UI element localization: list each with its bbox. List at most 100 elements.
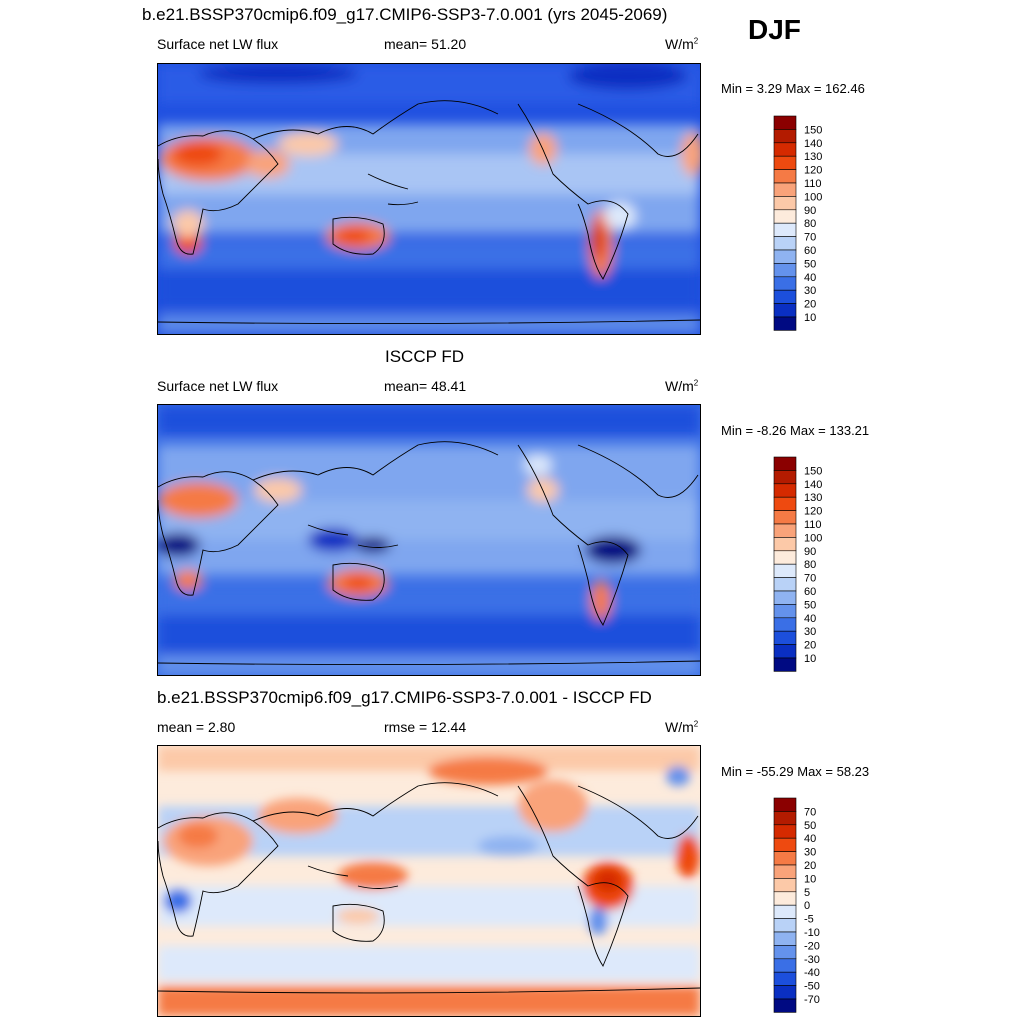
colorbar-tick-label: 50	[804, 258, 816, 270]
panel-3-mean-label: mean = 2.80	[157, 719, 236, 735]
panel-2-mean-label: mean= 48.41	[384, 378, 467, 394]
season-label: DJF	[748, 14, 801, 45]
panel-2-units: W/m2	[665, 378, 699, 394]
colorbar-tick-label: 70	[804, 232, 816, 244]
colorbar-cell	[773, 155, 797, 170]
colorbar-tick-label: 30	[804, 285, 816, 297]
colorbar-tick-label: 60	[804, 586, 816, 598]
colorbar-tick-label: 50	[804, 599, 816, 611]
panel-1-units: W/m2	[665, 36, 699, 52]
colorbar-tick-label: 130	[804, 492, 822, 504]
colorbar-tick-label: 10	[804, 873, 816, 885]
colorbar-cell	[773, 263, 797, 278]
colorbar-cell	[773, 604, 797, 619]
colorbar-tick-label: 150	[804, 465, 822, 477]
panel-1-minmax: Min = 3.29 Max = 162.46	[721, 81, 865, 96]
colorbar-cell	[773, 537, 797, 552]
colorbar-tick-label: -10	[804, 927, 820, 939]
colorbar-tick-label: 90	[804, 546, 816, 558]
colorbar-cell	[773, 196, 797, 211]
colorbar-tick-label: 140	[804, 138, 822, 150]
colorbar-cell	[773, 142, 797, 157]
panel-3-title: b.e21.BSSP370cmip6.f09_g17.CMIP6-SSP3-7.…	[157, 688, 652, 707]
colorbar-cell	[773, 303, 797, 318]
colorbar-cell	[773, 182, 797, 197]
colorbar-tick-label: 5	[804, 887, 810, 899]
panel-2-title: ISCCP FD	[385, 347, 465, 366]
colorbar-cell	[773, 483, 797, 498]
colorbar-tick-label: 20	[804, 640, 816, 652]
colorbar-cell	[773, 222, 797, 237]
panel-1-map	[157, 63, 701, 335]
colorbar-cell	[773, 864, 797, 879]
colorbar-cell	[773, 958, 797, 973]
colorbar-cell	[773, 550, 797, 565]
panel-1-mean-label: mean= 51.20	[384, 36, 467, 52]
panel-3-colorbar: 70 50 40 30 20 10 5 0 -5 -10 -20 -30 -40 -50 -70	[773, 797, 854, 1018]
colorbar-tick-label: 100	[804, 191, 822, 203]
colorbar-cell	[773, 115, 797, 130]
colorbar-tick-label: 20	[804, 860, 816, 872]
colorbar-tick-label: 50	[804, 820, 816, 832]
colorbar-cell	[773, 563, 797, 578]
colorbar-tick-label: 120	[804, 165, 822, 177]
colorbar-cell	[773, 811, 797, 826]
panel-2-colorbar: 150 140 130 120 110 100 90 80 70 60 50 40 30 20 10	[773, 456, 854, 677]
colorbar-cell	[773, 289, 797, 304]
panel-2-minmax: Min = -8.26 Max = 133.21	[721, 423, 870, 438]
panel-2-map	[157, 404, 701, 676]
colorbar-tick-label: 110	[804, 519, 822, 531]
colorbar-cell	[773, 590, 797, 605]
colorbar-cell	[773, 878, 797, 893]
colorbar-tick-label: 10	[804, 312, 816, 324]
colorbar-tick-label: -70	[804, 994, 820, 1006]
panel-1-colorbar: 150 140 130 120 110 100 90 80 70 60 50 40 30 20 10	[773, 115, 854, 336]
colorbar-tick-label: 60	[804, 245, 816, 257]
panel-2-variable-label: Surface net LW flux	[157, 378, 279, 394]
colorbar-cell	[773, 630, 797, 645]
colorbar-tick-label: 40	[804, 613, 816, 625]
colorbar-cell	[773, 998, 797, 1013]
colorbar-cell	[773, 851, 797, 866]
colorbar-cell	[773, 470, 797, 485]
panel-1-variable-label: Surface net LW flux	[157, 36, 279, 52]
colorbar-tick-label: 40	[804, 272, 816, 284]
colorbar-cell	[773, 129, 797, 144]
colorbar-cell	[773, 657, 797, 672]
colorbar-tick-label: 30	[804, 847, 816, 859]
panel-3-units: W/m2	[665, 719, 699, 735]
panel-1-title: b.e21.BSSP370cmip6.f09_g17.CMIP6-SSP3-7.…	[142, 5, 668, 24]
colorbar-tick-label: -5	[804, 914, 814, 926]
colorbar-tick-label: 100	[804, 532, 822, 544]
colorbar-cell	[773, 891, 797, 906]
colorbar-tick-label: 150	[804, 124, 822, 136]
colorbar-tick-label: -50	[804, 981, 820, 993]
colorbar-cell	[773, 456, 797, 471]
colorbar-cell	[773, 945, 797, 960]
colorbar-cell	[773, 496, 797, 511]
colorbar-cell	[773, 931, 797, 946]
colorbar-cell	[773, 985, 797, 1000]
colorbar-tick-label: 70	[804, 573, 816, 585]
colorbar-tick-label: 0	[804, 900, 810, 912]
colorbar-cell	[773, 276, 797, 291]
colorbar-cell	[773, 971, 797, 986]
colorbar-tick-label: 40	[804, 833, 816, 845]
colorbar-tick-label: 20	[804, 299, 816, 311]
colorbar-cell	[773, 824, 797, 839]
panel-3-rmse-label: rmse = 12.44	[384, 719, 467, 735]
colorbar-cell	[773, 209, 797, 224]
colorbar-cell	[773, 644, 797, 659]
colorbar-tick-label: 30	[804, 626, 816, 638]
colorbar-tick-label: -30	[804, 954, 820, 966]
colorbar-tick-label: 120	[804, 506, 822, 518]
panel-3-map	[157, 745, 701, 1017]
colorbar-cell	[773, 249, 797, 264]
colorbar-cell	[773, 918, 797, 933]
colorbar-tick-label: 110	[804, 178, 822, 190]
colorbar-cell	[773, 510, 797, 525]
colorbar-cell	[773, 837, 797, 852]
colorbar-tick-label: 130	[804, 151, 822, 163]
colorbar-cell	[773, 904, 797, 919]
colorbar-tick-label: 10	[804, 653, 816, 665]
